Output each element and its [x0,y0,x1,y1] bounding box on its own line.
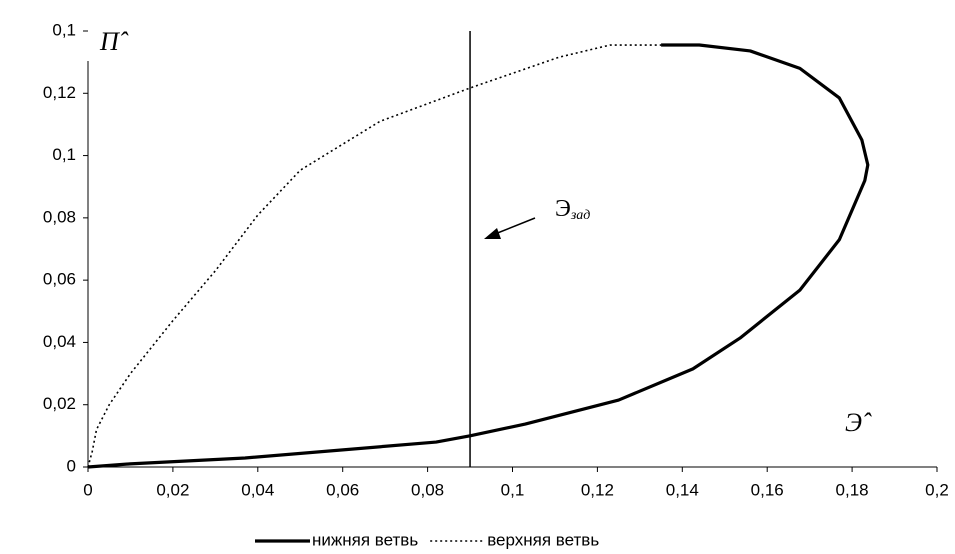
x-axis-label: Э̂ [845,408,872,437]
y-tick-label: 0,1 [52,145,76,164]
x-tick-label: 0,16 [751,480,784,499]
y-axis-label: П̂ [99,27,129,56]
series-line [87,44,662,468]
annotation: Эзад [555,196,590,224]
x-tick-label: 0,06 [326,480,359,499]
series-line [87,43,870,469]
y-tick-label: 0,1 [52,20,76,39]
y-tick-label: 0,06 [43,270,76,289]
x-tick-label: 0,18 [836,480,869,499]
x-tick-label: 0,02 [156,480,189,499]
y-tick-label: 0,08 [43,207,76,226]
x-tick-label: 0,08 [411,480,444,499]
x-tick-label: 0 [83,480,92,499]
x-tick-label: 0,1 [501,480,525,499]
y-tick-label: 0,04 [43,332,76,351]
y-tick-label: 0 [67,456,76,475]
y-tick-label: 0,12 [43,83,76,102]
annotation-subscript: зад [570,208,591,223]
x-tick-label: 0,2 [925,480,949,499]
x-tick-label: 0,12 [581,480,614,499]
x-tick-label: 0,14 [666,480,699,499]
legend-label: нижняя ветвь [312,530,418,549]
legend-label: верхняя ветвь [487,530,599,549]
x-tick-label: 0,04 [241,480,274,499]
annotation-text: Э [555,196,571,222]
annotation-arrow [484,217,536,239]
y-tick-label: 0,02 [43,394,76,413]
